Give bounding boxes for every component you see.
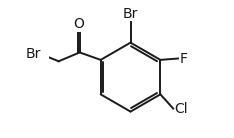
Text: O: O	[73, 17, 84, 31]
Text: F: F	[180, 51, 188, 66]
Text: Cl: Cl	[175, 102, 188, 116]
Text: Br: Br	[123, 7, 138, 21]
Text: Br: Br	[26, 47, 41, 61]
